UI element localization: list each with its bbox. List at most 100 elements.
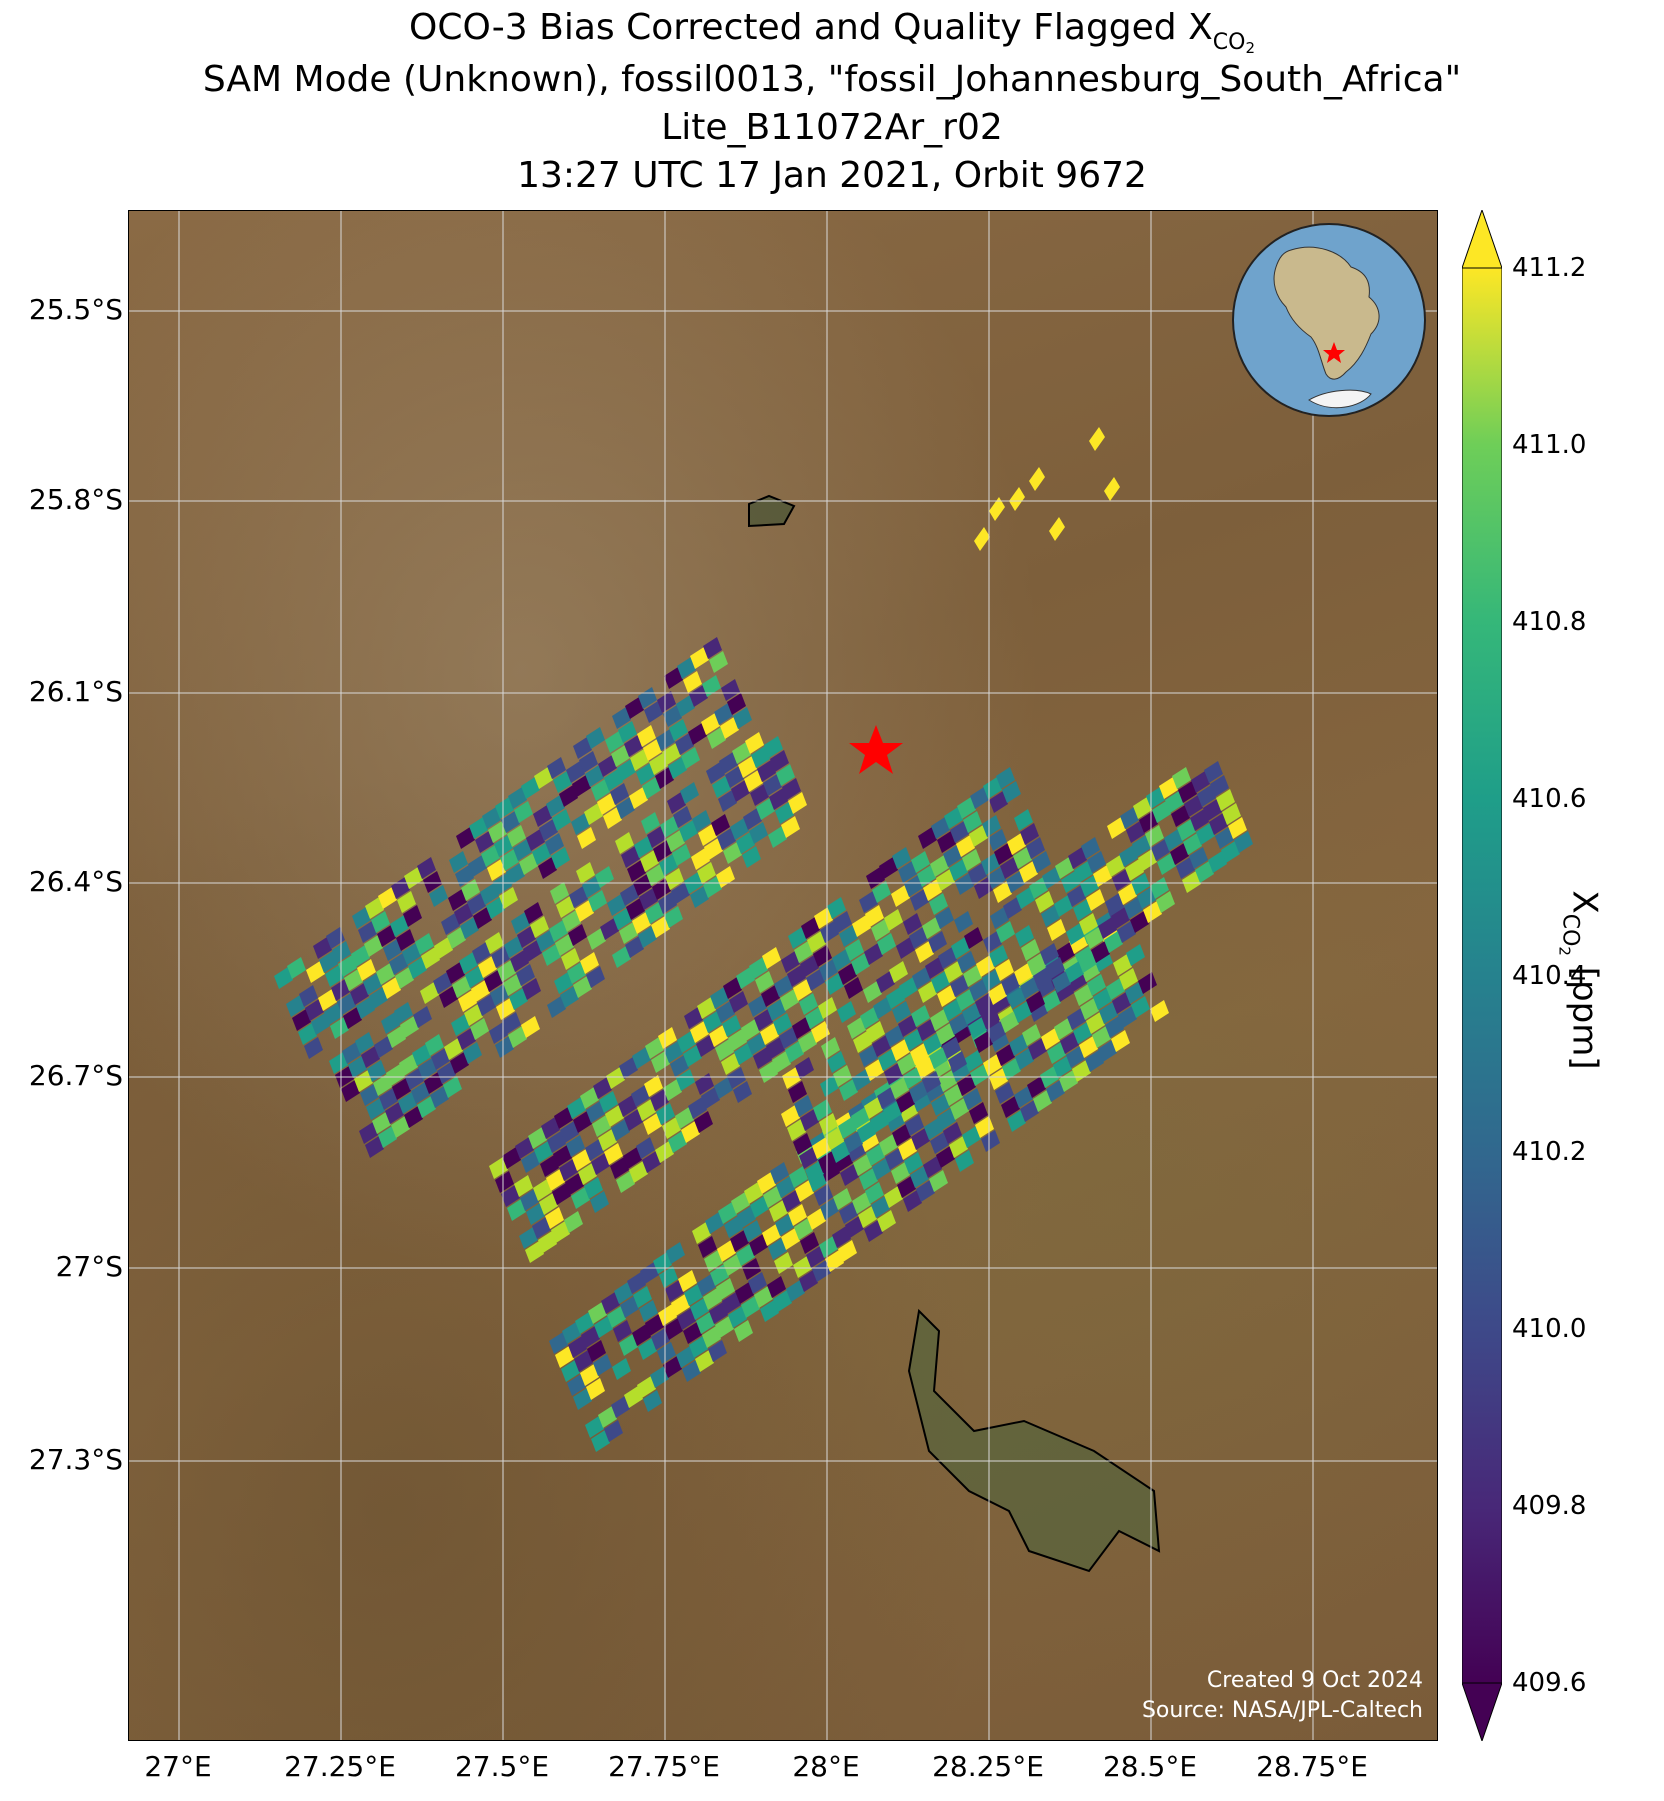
xco2-cell xyxy=(1042,990,1061,1012)
xco2-cell xyxy=(496,998,515,1020)
xco2-cell xyxy=(807,931,826,953)
xco2-cell xyxy=(710,987,729,1009)
xco2-cell xyxy=(757,760,776,782)
xco2-cell xyxy=(344,969,363,991)
xco2-cell xyxy=(371,911,390,933)
xco2-cell xyxy=(451,1014,470,1036)
xco2-cell xyxy=(864,1097,883,1119)
xco2-cell xyxy=(724,1216,743,1238)
xco2-cell xyxy=(649,753,668,775)
xco2-cell xyxy=(733,1081,752,1103)
xco2-cell xyxy=(592,1115,611,1137)
xco2-cell xyxy=(1035,891,1054,913)
xco2-cell xyxy=(526,1203,545,1225)
colorbar-tick-label: 411.0 xyxy=(1512,429,1587,460)
xco2-cell xyxy=(732,742,751,764)
xco2-cell xyxy=(1079,1036,1098,1058)
xco2-cell xyxy=(819,1236,838,1258)
xco2-cell xyxy=(506,863,525,885)
xco2-cell xyxy=(1157,853,1176,875)
xco2-cell xyxy=(937,985,956,1007)
xco2-cell xyxy=(698,824,717,846)
xco2-cell xyxy=(981,853,1000,875)
xco2-cell xyxy=(509,988,528,1010)
xco2-cell xyxy=(443,1076,462,1098)
xco2-cell xyxy=(585,1139,604,1161)
xco2-cell xyxy=(898,861,917,883)
xco2-cell xyxy=(864,943,883,965)
xco2-cell xyxy=(379,1088,398,1110)
xco2-cell xyxy=(313,937,332,959)
xco2-cell xyxy=(355,1032,374,1054)
xco2-cell xyxy=(695,1350,714,1372)
xco2-cell xyxy=(767,1276,786,1298)
xco2-cell xyxy=(884,909,903,931)
xco2-cell xyxy=(748,995,767,1017)
colorbar-body xyxy=(1462,267,1502,1684)
xco2-cell xyxy=(620,1296,639,1318)
xco2-cell xyxy=(801,917,820,939)
xco2-cell xyxy=(471,980,490,1002)
xco2-cell xyxy=(459,952,478,974)
xco2-cell xyxy=(1065,961,1084,983)
xco2-cell xyxy=(761,985,780,1007)
xco2-cell xyxy=(318,989,337,1011)
xco2-cell xyxy=(625,697,644,719)
xco2-cell xyxy=(781,1105,800,1127)
xco2-cell xyxy=(1177,819,1196,841)
xco2-cell xyxy=(782,778,801,800)
xco2-cell xyxy=(770,750,789,772)
xco2-cell xyxy=(788,1081,807,1103)
xco2-cell xyxy=(536,930,555,952)
xco2-cell xyxy=(542,944,561,966)
xco2-cell xyxy=(501,1185,520,1207)
xco2-cell xyxy=(508,1026,527,1048)
xco2-cell xyxy=(1066,1046,1085,1068)
lat-tick-label: 25.8°S xyxy=(28,483,123,516)
xco2-cell xyxy=(879,857,898,879)
xco2-cell xyxy=(1080,875,1099,897)
xco2-cell xyxy=(572,775,591,797)
xco2-cell xyxy=(676,1346,695,1368)
xco2-cell xyxy=(676,1069,695,1091)
xco2-cell xyxy=(586,1101,605,1123)
xco2-cell xyxy=(386,1064,405,1086)
xco2-cell xyxy=(616,797,635,819)
xco2-cell xyxy=(625,936,644,958)
xco2-cell xyxy=(982,969,1001,991)
xco2-cell xyxy=(814,1184,833,1206)
xco2-cell xyxy=(768,1238,787,1260)
inset-star-icon xyxy=(1323,342,1345,363)
colorbar xyxy=(1462,210,1502,1741)
xco2-cell xyxy=(365,1136,384,1158)
xco2-cell xyxy=(555,934,574,956)
xco2-cell xyxy=(439,986,458,1008)
xco2-cell xyxy=(1014,963,1033,985)
xco2-cell xyxy=(468,855,487,877)
xco2-cell xyxy=(382,977,401,999)
xco2-cell xyxy=(799,1147,818,1169)
xco2-cell xyxy=(1040,943,1059,965)
xco2-cell xyxy=(701,1087,720,1109)
xco2-cell xyxy=(760,1300,779,1322)
xco2-cell xyxy=(1067,885,1086,907)
satellite-map[interactable]: Created 9 Oct 2024 Source: NASA/JPL-Calt… xyxy=(128,210,1438,1741)
xco2-cell xyxy=(991,992,1010,1014)
xco2-cell xyxy=(1027,1076,1046,1098)
xco2-cell xyxy=(610,783,629,805)
xco2-cell xyxy=(1054,1018,1073,1040)
xco2-cell xyxy=(827,1051,846,1073)
xco2-cell xyxy=(756,798,775,820)
xco2-cell xyxy=(658,1027,677,1049)
xco2-cell xyxy=(776,1176,795,1198)
xco2-cell xyxy=(551,1221,570,1243)
xco2-cell xyxy=(444,1038,463,1060)
lon-tick-label: 27.5°E xyxy=(454,1750,550,1783)
xco2-cell xyxy=(418,1058,437,1080)
xco2-cell xyxy=(872,1035,891,1057)
xco2-cell xyxy=(610,1157,629,1179)
xco2-cell xyxy=(552,1183,571,1205)
xco2-cell xyxy=(1085,927,1104,949)
xco2-cell xyxy=(988,983,1007,1005)
xco2-cell xyxy=(688,723,707,745)
